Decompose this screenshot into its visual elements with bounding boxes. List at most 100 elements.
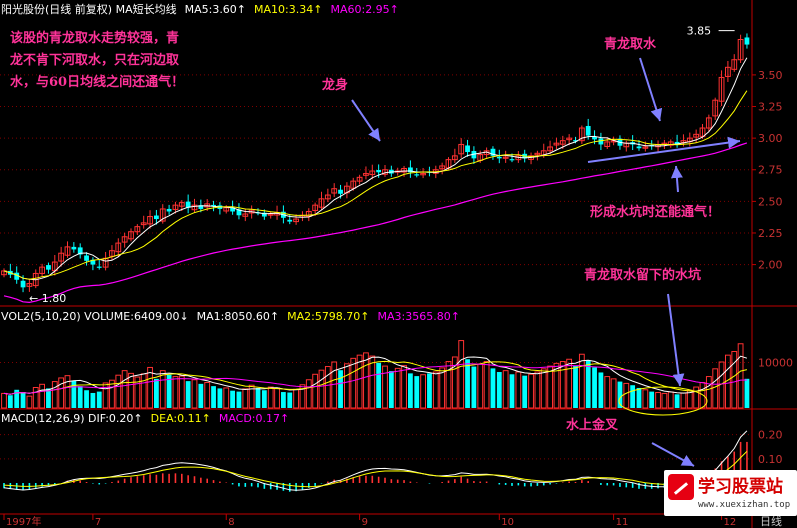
candle-body[interactable] [598,138,604,145]
volume-bar[interactable] [350,357,357,409]
candle-body[interactable] [458,143,465,155]
candle-body[interactable] [705,117,712,129]
volume-bar[interactable] [102,382,109,409]
volume-bar[interactable] [458,340,465,409]
candle-body[interactable] [230,207,235,212]
candle-body[interactable] [350,180,357,189]
volume-bar[interactable] [471,366,477,408]
volume-bar[interactable] [604,376,611,409]
volume-bar[interactable] [58,377,65,409]
volume-bar[interactable] [305,379,312,409]
volume-bar[interactable] [281,392,286,408]
candle-body[interactable] [547,146,554,152]
volume-bar[interactable] [534,371,541,409]
candle-body[interactable] [559,140,566,145]
candle-body[interactable] [20,280,26,288]
candle-body[interactable] [128,231,134,240]
volume-bar[interactable] [585,360,591,408]
volume-bar[interactable] [185,381,191,408]
candle-body[interactable] [90,259,96,265]
candle-body[interactable] [509,159,515,161]
volume-bar[interactable] [344,363,350,409]
candle-body[interactable] [211,204,216,207]
volume-bar[interactable] [592,367,597,408]
volume-bar[interactable] [154,378,159,408]
volume-bar[interactable] [553,362,560,409]
volume-bar[interactable] [134,376,141,409]
volume-bar[interactable] [515,371,522,409]
candle-body[interactable] [725,66,731,77]
volume-bar[interactable] [661,392,668,409]
candle-body[interactable] [604,141,611,147]
candle-body[interactable] [585,125,591,136]
volume-bar[interactable] [667,391,674,409]
volume-bar[interactable] [420,374,427,409]
candle-body[interactable] [408,167,413,173]
candle-body[interactable] [39,266,46,274]
volume-bar[interactable] [267,386,274,409]
volume-bar[interactable] [376,362,382,408]
volume-bar[interactable] [610,378,617,409]
candle-body[interactable] [578,127,585,142]
candle-body[interactable] [451,155,458,161]
candle-body[interactable] [338,189,343,194]
volume-bar[interactable] [26,395,33,409]
candle-body[interactable] [64,246,71,256]
volume-bar[interactable] [630,385,636,408]
candle-body[interactable] [712,99,719,117]
candle-body[interactable] [159,208,166,222]
candle-body[interactable] [58,252,65,262]
volume-bar[interactable] [649,391,655,408]
volume-bar[interactable] [712,368,719,409]
volume-bar[interactable] [147,366,153,409]
candle-body[interactable] [376,170,382,173]
volume-bar[interactable] [261,390,267,408]
volume-bar[interactable] [90,392,96,408]
volume-bar[interactable] [382,365,388,409]
candle-body[interactable] [674,141,680,145]
volume-bar[interactable] [318,369,325,409]
volume-bar[interactable] [737,343,744,409]
volume-bar[interactable] [483,361,490,409]
volume-bar[interactable] [547,365,554,409]
volume-bar[interactable] [693,386,700,409]
candle-body[interactable] [140,222,147,226]
candle-body[interactable] [166,208,172,212]
volume-bar[interactable] [623,382,630,409]
volume-bar[interactable] [528,373,534,409]
candle-body[interactable] [287,219,293,222]
volume-bar[interactable] [490,368,496,408]
candle-body[interactable] [699,127,706,137]
volume-bar[interactable] [427,373,432,408]
volume-bar[interactable] [128,372,134,409]
volume-bar[interactable] [642,389,649,409]
volume-bar[interactable] [496,372,502,408]
candle-body[interactable] [420,173,427,176]
volume-bar[interactable] [559,361,566,409]
candle-body[interactable] [312,204,319,211]
volume-bar[interactable] [312,373,319,409]
volume-bar[interactable] [96,391,102,408]
volume-bar[interactable] [578,353,585,409]
candle-body[interactable] [26,283,33,287]
volume-bar[interactable] [71,380,77,408]
candle-body[interactable] [154,215,159,220]
volume-bar[interactable] [573,365,578,408]
volume-bar[interactable] [274,387,280,409]
volume-bar[interactable] [84,390,89,408]
candle-body[interactable] [109,250,115,257]
volume-bar[interactable] [109,379,115,409]
volume-bar[interactable] [655,392,661,409]
volume-bar[interactable] [324,366,331,409]
candle-body[interactable] [737,38,744,61]
volume-bar[interactable] [509,374,515,408]
volume-bar[interactable] [369,355,376,409]
volume-bar[interactable] [64,375,71,409]
candle-body[interactable] [71,246,77,250]
candle-body[interactable] [293,218,300,223]
candle-body[interactable] [331,188,338,194]
volume-bar[interactable] [77,386,83,408]
volume-bar[interactable] [198,383,204,408]
candle-body[interactable] [134,226,141,233]
candle-body[interactable] [147,216,153,225]
